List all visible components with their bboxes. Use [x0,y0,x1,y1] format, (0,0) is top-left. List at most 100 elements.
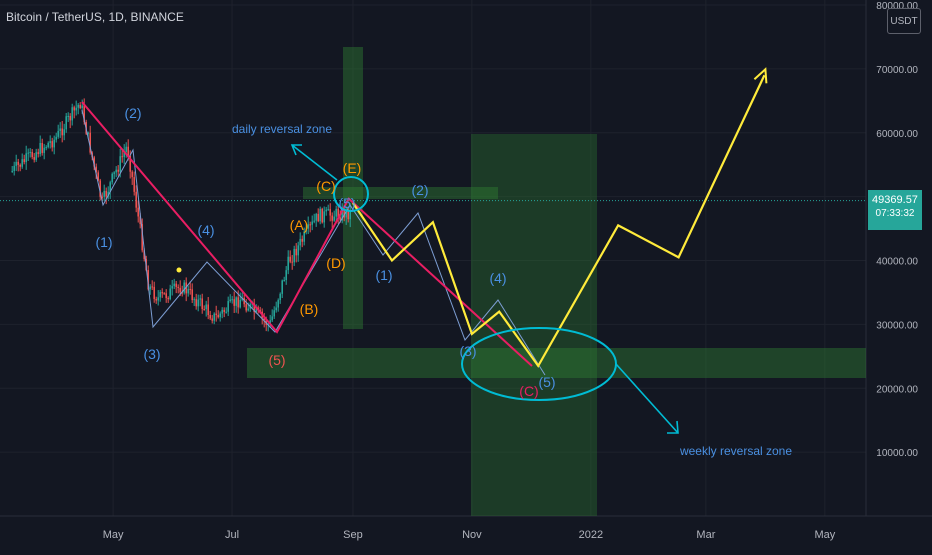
candle-body [347,209,349,220]
weekly-arrow [615,363,679,434]
candle-body [135,191,137,208]
candle-body [37,152,39,155]
candle-body [167,297,169,300]
candle-body [89,132,91,153]
candle-body [65,116,67,130]
candle-body [177,286,179,288]
candle-body [277,300,279,308]
candle-body [231,299,233,301]
candle-body [31,151,33,158]
wave-label-blue: (4) [197,222,214,238]
candle-body [333,216,335,221]
candle-body [51,141,53,148]
candle-body [11,170,13,172]
candle-body [201,298,203,310]
candle-body [71,107,73,121]
wave-label-blue: (4) [489,270,506,286]
candle-body [119,156,121,172]
currency-selector[interactable]: USDT [887,8,921,34]
daily-arrowhead [290,144,302,156]
candle-body [263,317,265,321]
candle-body [303,231,305,242]
candle-body [95,166,97,173]
daily-reversal-zone-label: daily reversal zone [232,122,332,136]
candle-body [245,304,247,311]
wave-label-blue: (5) [338,195,355,211]
candle-body [343,208,345,218]
wave-label-blue: (3) [459,343,476,359]
candle-body [69,116,71,121]
x-tick-label: Mar [696,529,715,541]
candle-body [155,298,157,301]
weekly-reversal-zone-label: weekly reversal zone [679,444,792,458]
candle-body [311,221,313,225]
candle-body [313,220,315,222]
x-tick-label: Nov [462,529,482,541]
candle-body [217,314,219,318]
candle-body [317,213,319,222]
candle-body [195,299,197,307]
candle-body [191,289,193,301]
candle-body [237,297,239,308]
candle-body [339,217,341,221]
candle-body [175,283,177,287]
y-tick-label: 10000.00 [876,448,918,459]
y-tick-label: 70000.00 [876,65,918,76]
candle-body [13,165,15,171]
candle-body [125,146,127,152]
wave-label-red: (5) [268,352,285,368]
y-tick-label: 80000.00 [876,1,918,12]
candle-body [189,289,191,291]
trendline-pink [81,101,349,334]
candle-body [169,288,171,300]
candle-body [101,196,103,198]
candle-body [209,314,211,319]
candle-body [159,292,161,298]
candle-body [149,286,151,290]
candle-body [239,299,241,308]
current-price-badge: 49369.57 07:33:32 [868,190,922,230]
wave-label-blue: (1) [375,267,392,283]
candle-body [185,282,187,294]
candle-body [289,256,291,262]
candle-body [205,304,207,310]
candle-body [319,208,321,222]
candle-body [107,191,109,197]
candle-body [143,250,145,260]
candle-body [197,299,199,307]
candle-body [43,147,45,153]
candle-body [67,116,69,118]
candle-body [279,293,281,301]
candle-body [181,292,183,294]
candle-body [349,210,351,220]
candle-body [171,286,173,289]
wave-label-blue: (3) [143,346,160,362]
candle-body [17,161,19,165]
candle-body [255,307,257,312]
candle-body [45,147,47,149]
candle-body [33,157,35,160]
candle-body [213,313,215,321]
x-tick-label: May [814,529,835,541]
wave-label-blue: (1) [95,234,112,250]
daily-arrow [291,144,338,181]
candle-body [285,270,287,281]
current-price: 49369.57 [872,194,918,206]
candle-body [275,307,277,311]
candle-body [77,104,79,108]
candle-body [323,211,325,223]
candle-body [199,298,201,300]
candle-body [225,311,227,313]
x-tick-label: Jul [225,529,239,541]
candle-body [47,142,49,148]
candle-body [123,151,125,157]
candle-body [21,159,23,167]
candle-body [193,299,195,301]
candle-body [183,282,185,293]
candle-body [15,161,17,166]
wave-label-orange: (A) [290,217,309,233]
wave-label-pink: (C) [519,383,538,399]
